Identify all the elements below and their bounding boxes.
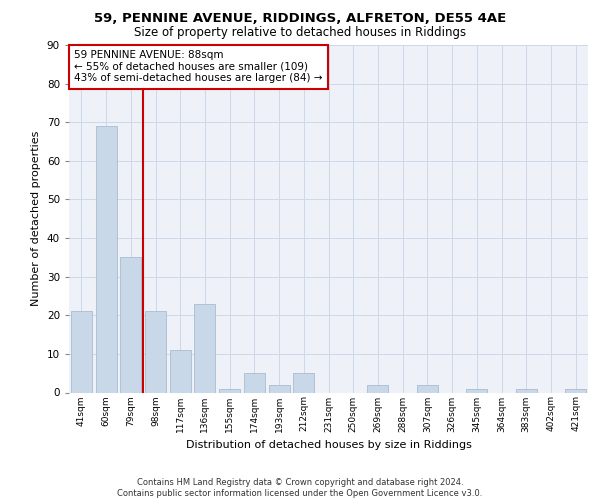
Bar [269,385,290,392]
Bar [466,388,487,392]
Bar [145,312,166,392]
Bar [367,385,388,392]
Bar [71,312,92,392]
Bar [219,388,240,392]
Text: Size of property relative to detached houses in Riddings: Size of property relative to detached ho… [134,26,466,39]
Bar [293,373,314,392]
Bar [120,258,141,392]
Bar [194,304,215,392]
X-axis label: Distribution of detached houses by size in Riddings: Distribution of detached houses by size … [185,440,472,450]
Bar [417,385,438,392]
Text: 59 PENNINE AVENUE: 88sqm
← 55% of detached houses are smaller (109)
43% of semi-: 59 PENNINE AVENUE: 88sqm ← 55% of detach… [74,50,323,84]
Bar [565,388,586,392]
Bar [95,126,116,392]
Bar [516,388,537,392]
Text: Contains HM Land Registry data © Crown copyright and database right 2024.
Contai: Contains HM Land Registry data © Crown c… [118,478,482,498]
Bar [244,373,265,392]
Y-axis label: Number of detached properties: Number of detached properties [31,131,41,306]
Bar [170,350,191,393]
Text: 59, PENNINE AVENUE, RIDDINGS, ALFRETON, DE55 4AE: 59, PENNINE AVENUE, RIDDINGS, ALFRETON, … [94,12,506,26]
